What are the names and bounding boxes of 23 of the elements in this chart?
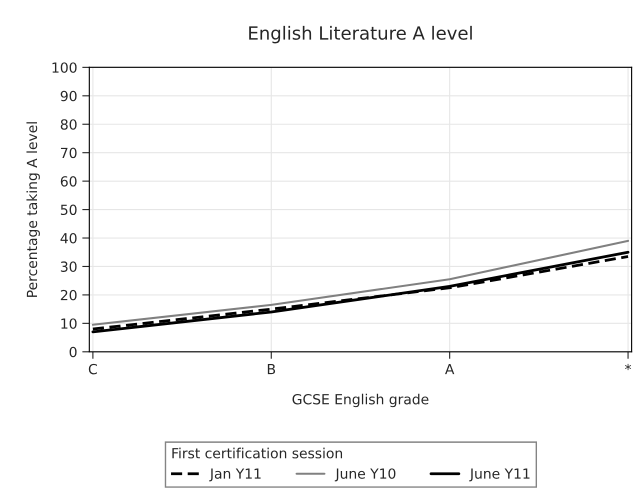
x-tick-label: A — [445, 364, 454, 374]
y-tick-label: 40 — [60, 232, 77, 244]
y-axis-title: Percentage taking A level — [26, 122, 40, 297]
y-tick-label: 20 — [60, 290, 77, 300]
y-tick-label: 10 — [61, 318, 77, 329]
line-series — [92, 240, 630, 326]
legend-label: June Y11 — [469, 468, 530, 482]
x-axis-title: GCSE English grade — [292, 394, 428, 408]
y-tick-label: 70 — [60, 148, 77, 158]
legend-label: Jan Y11 — [209, 468, 261, 482]
x-tick-label: * — [624, 364, 632, 370]
y-tick-label: 80 — [60, 119, 77, 130]
y-tick-label: 90 — [60, 90, 77, 102]
legend-title: First certification session — [172, 448, 342, 458]
y-tick-label: 100 — [52, 62, 77, 73]
x-tick-label: C — [88, 364, 97, 374]
y-tick-label: 0 — [70, 346, 77, 358]
x-tick-label: B — [268, 364, 276, 374]
y-tick-label: 50 — [60, 204, 77, 216]
chart-title: English Literature A level — [249, 26, 472, 44]
y-tick-label: 30 — [60, 261, 77, 272]
legend-label: June Y10 — [334, 468, 396, 482]
y-tick-label: 60 — [60, 176, 77, 187]
